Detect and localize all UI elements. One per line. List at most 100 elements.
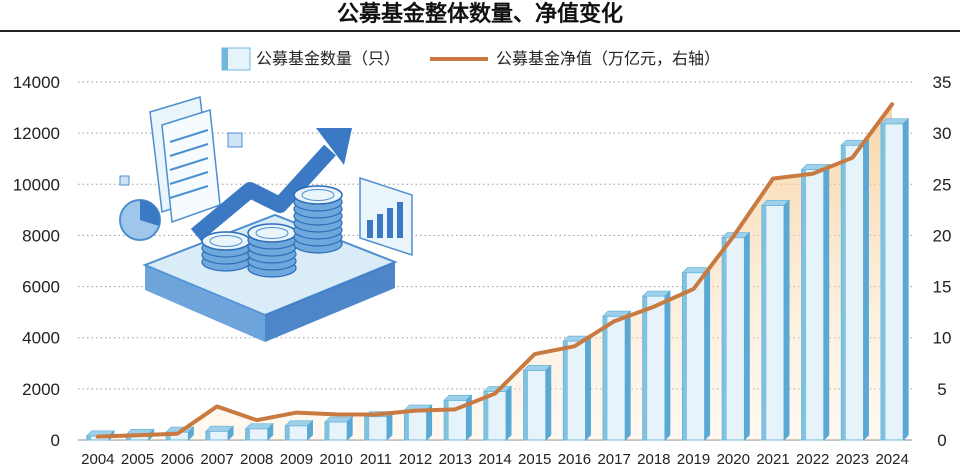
x-tick-label: 2009 bbox=[280, 451, 313, 466]
y-left-tick-label: 10000 bbox=[13, 175, 60, 194]
x-tick-label: 2024 bbox=[875, 451, 908, 466]
bar-side bbox=[505, 385, 512, 441]
bar-side bbox=[227, 425, 234, 441]
fund-count-bar bbox=[880, 117, 910, 441]
net-value-point bbox=[215, 404, 219, 408]
bar-side bbox=[823, 163, 830, 441]
bar-edge bbox=[285, 425, 290, 440]
bar-side bbox=[902, 117, 909, 441]
document-line bbox=[169, 157, 209, 171]
y-left-tick-label: 4000 bbox=[22, 329, 60, 348]
net-value-point bbox=[255, 418, 259, 422]
net-value-point bbox=[175, 432, 179, 436]
x-tick-label: 2004 bbox=[81, 451, 114, 466]
platform-right bbox=[265, 262, 395, 342]
net-value-point bbox=[811, 172, 815, 176]
chart-title: 公募基金整体数量、净值变化 bbox=[336, 2, 623, 27]
bar-edge bbox=[245, 428, 251, 440]
x-tick-label: 2016 bbox=[558, 451, 591, 466]
net-value-point bbox=[374, 413, 378, 417]
bar-edge bbox=[801, 169, 807, 440]
bar-chart-card-bar bbox=[377, 214, 383, 238]
fund-count-bar bbox=[363, 410, 393, 441]
net-value-point bbox=[493, 392, 497, 396]
document-line bbox=[169, 143, 209, 157]
net-value-point bbox=[294, 411, 298, 415]
floating-cube bbox=[119, 175, 130, 186]
x-tick-label: 2013 bbox=[439, 451, 472, 466]
fund-count-bar bbox=[244, 422, 274, 441]
legend: 公募基金数量（只） 公募基金净值（万亿元，右轴） bbox=[221, 47, 720, 71]
bar-chart-card-bar bbox=[397, 202, 403, 238]
net-value-point bbox=[771, 177, 775, 181]
coin-top bbox=[201, 231, 251, 251]
legend-bar-label: 公募基金数量（只） bbox=[256, 49, 400, 68]
bar-side bbox=[426, 404, 433, 441]
fund-count-bar bbox=[602, 310, 632, 441]
coin-top-ring bbox=[301, 189, 335, 201]
fund-count-bar bbox=[840, 139, 870, 441]
bar-edge bbox=[722, 237, 727, 440]
net-value-point bbox=[612, 319, 616, 323]
bar-edge bbox=[404, 410, 409, 440]
net-value-point bbox=[890, 102, 894, 106]
title-divider bbox=[0, 30, 960, 32]
bar-side bbox=[863, 139, 869, 441]
bar-edge bbox=[642, 296, 648, 440]
net-value-point bbox=[692, 287, 696, 291]
net-value-point bbox=[96, 435, 100, 439]
legend-line-label: 公募基金净值（万亿元，右轴） bbox=[496, 49, 720, 68]
bar-edge bbox=[563, 341, 568, 440]
fund-count-bar bbox=[324, 416, 354, 441]
fund-count-bar bbox=[522, 364, 552, 441]
y-right-tick-label: 20 bbox=[933, 226, 952, 245]
bar-edge bbox=[205, 431, 211, 440]
x-tick-label: 2015 bbox=[518, 451, 551, 466]
fund-count-bar bbox=[800, 163, 830, 441]
bar-side bbox=[704, 266, 711, 441]
growth-arrow bbox=[190, 144, 336, 242]
coin-top bbox=[247, 223, 297, 243]
y-left-tick-label: 8000 bbox=[22, 226, 60, 245]
fund-count-bar bbox=[681, 266, 711, 441]
x-tick-label: 2011 bbox=[360, 451, 392, 466]
bar-side bbox=[783, 199, 790, 441]
y-right-tick-label: 0 bbox=[937, 431, 946, 450]
x-tick-label: 2022 bbox=[796, 451, 829, 466]
net-value-line bbox=[95, 102, 895, 439]
fund-count-bar bbox=[760, 199, 791, 441]
bar-side bbox=[346, 416, 353, 441]
net-value-point bbox=[850, 156, 854, 160]
x-tick-label: 2017 bbox=[597, 451, 630, 466]
bar-side bbox=[624, 310, 631, 441]
legend-bar-swatch-edge bbox=[222, 48, 228, 70]
bar-side bbox=[664, 290, 671, 441]
y-right-tick-label: 5 bbox=[937, 380, 946, 399]
bar-side bbox=[307, 419, 313, 441]
document-front bbox=[161, 109, 221, 224]
y-right-tick-label: 35 bbox=[933, 73, 952, 92]
floating-cube bbox=[227, 132, 243, 148]
document-line bbox=[169, 171, 209, 185]
fund-count-bar bbox=[204, 425, 235, 441]
finance-illustration bbox=[119, 96, 413, 342]
platform-left bbox=[145, 265, 265, 342]
bar-edge bbox=[364, 416, 370, 440]
x-tick-label: 2014 bbox=[478, 451, 511, 466]
y-left-tick-label: 6000 bbox=[22, 278, 60, 297]
bar-side bbox=[585, 335, 591, 441]
bar-edge bbox=[761, 205, 767, 440]
fund-count-bar bbox=[641, 290, 671, 441]
bar-edge bbox=[841, 145, 846, 440]
y-right-tick-label: 25 bbox=[933, 175, 952, 194]
net-value-point bbox=[414, 409, 418, 413]
bar-side bbox=[267, 422, 274, 441]
bar-edge bbox=[682, 272, 687, 440]
x-tick-label: 2007 bbox=[200, 451, 233, 466]
x-tick-label: 2023 bbox=[836, 451, 869, 466]
net-value-point bbox=[136, 433, 140, 437]
bar-chart-card-bar bbox=[367, 220, 373, 238]
x-tick-label: 2005 bbox=[121, 451, 154, 466]
net-value-point bbox=[533, 352, 537, 356]
